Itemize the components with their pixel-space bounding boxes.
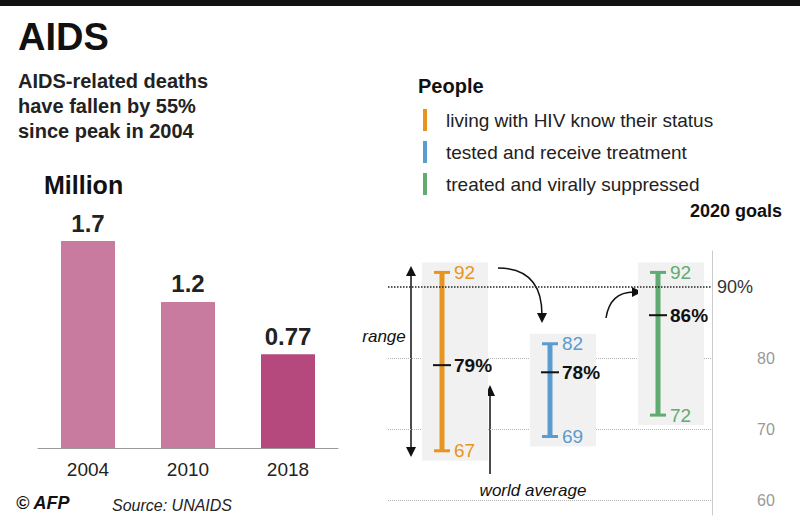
svg-text:2018: 2018: [267, 459, 309, 480]
svg-text:0.77: 0.77: [265, 323, 312, 350]
svg-text:© AFP: © AFP: [16, 493, 71, 513]
svg-text:since peak in 2004: since peak in 2004: [18, 120, 195, 142]
svg-text:2010: 2010: [167, 459, 209, 480]
svg-text:tested and receive treatment: tested and receive treatment: [446, 142, 688, 163]
svg-text:86%: 86%: [670, 305, 708, 326]
svg-text:90%: 90%: [717, 277, 753, 297]
svg-text:2020 goals: 2020 goals: [690, 201, 782, 221]
svg-text:92: 92: [670, 262, 691, 283]
svg-text:1.7: 1.7: [71, 210, 104, 237]
svg-text:Million: Million: [44, 171, 123, 199]
svg-text:2004: 2004: [67, 459, 110, 480]
svg-text:AIDS-related deaths: AIDS-related deaths: [18, 70, 214, 92]
svg-text:80: 80: [757, 350, 775, 367]
svg-text:60: 60: [757, 492, 775, 509]
svg-text:1.2: 1.2: [171, 270, 204, 297]
svg-text:72: 72: [670, 405, 691, 426]
svg-text:78%: 78%: [562, 362, 600, 383]
svg-text:range: range: [362, 327, 405, 346]
svg-text:Source: UNAIDS: Source: UNAIDS: [112, 497, 232, 514]
svg-text:67: 67: [454, 440, 475, 461]
svg-text:People: People: [418, 75, 484, 97]
svg-text:living with HIV know their sta: living with HIV know their status: [446, 110, 713, 131]
svg-text:70: 70: [757, 421, 775, 438]
svg-text:have fallen by 55%: have fallen by 55%: [18, 95, 201, 117]
svg-text:AIDS: AIDS: [18, 16, 109, 58]
svg-text:69: 69: [562, 426, 583, 447]
svg-text:treated and virally suppressed: treated and virally suppressed: [446, 174, 699, 195]
svg-text:92: 92: [454, 262, 475, 283]
svg-text:79%: 79%: [454, 355, 492, 376]
svg-text:82: 82: [562, 333, 583, 354]
svg-text:world average: world average: [480, 481, 587, 500]
